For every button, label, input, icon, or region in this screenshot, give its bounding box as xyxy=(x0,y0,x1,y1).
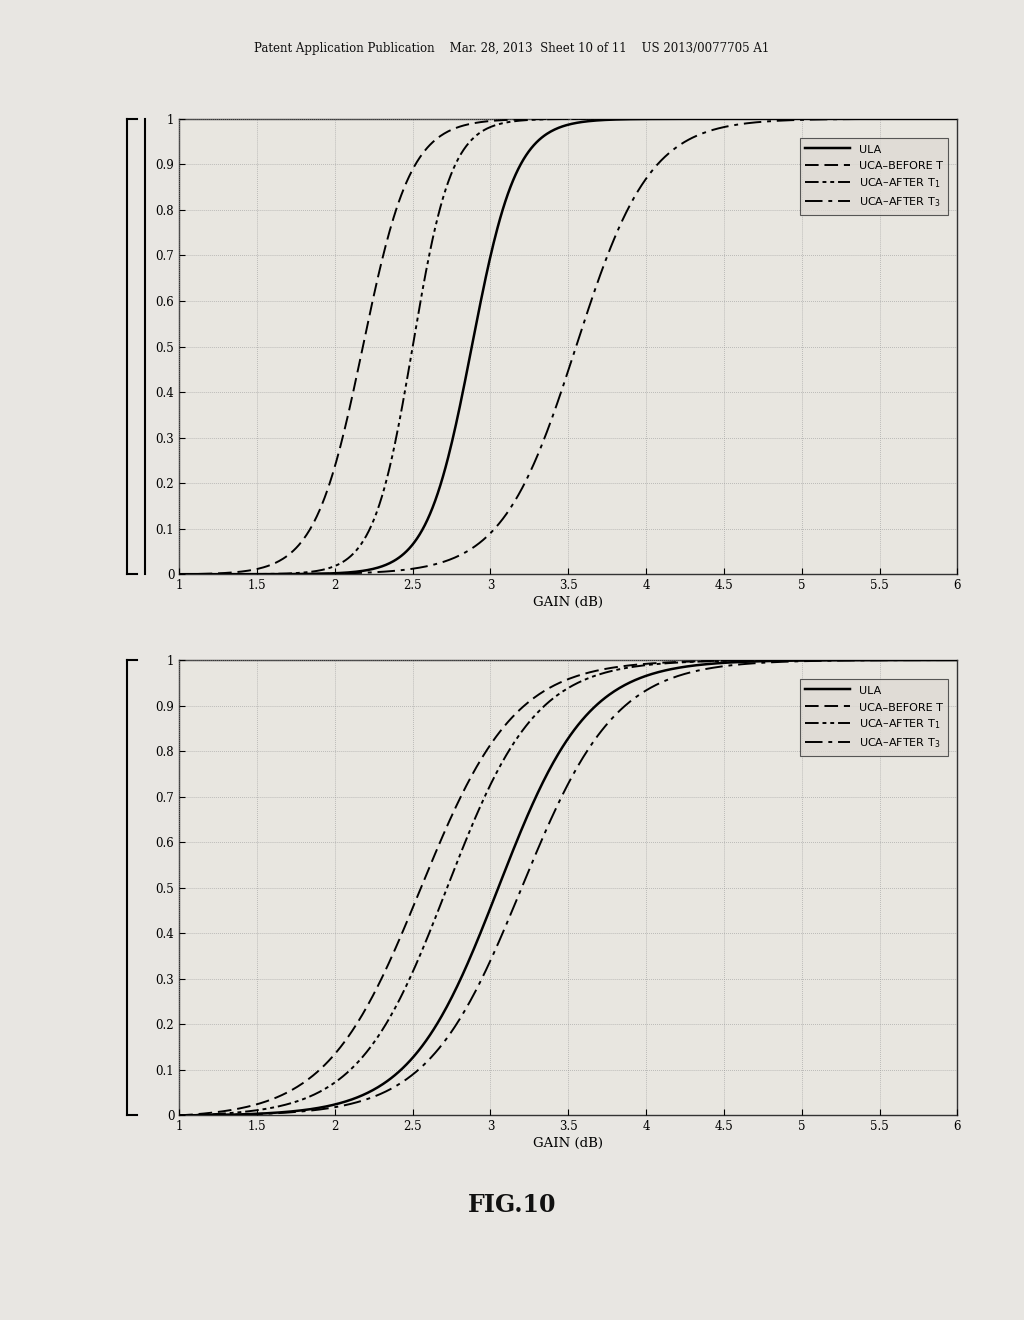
X-axis label: GAIN (dB): GAIN (dB) xyxy=(534,1138,603,1151)
Legend: ULA, UCA–BEFORE T, UCA–AFTER T$_1$, UCA–AFTER T$_3$: ULA, UCA–BEFORE T, UCA–AFTER T$_1$, UCA–… xyxy=(800,139,948,215)
Legend: ULA, UCA–BEFORE T, UCA–AFTER T$_1$, UCA–AFTER T$_3$: ULA, UCA–BEFORE T, UCA–AFTER T$_1$, UCA–… xyxy=(800,680,948,756)
Text: FIG.10: FIG.10 xyxy=(468,1193,556,1217)
X-axis label: GAIN (dB): GAIN (dB) xyxy=(534,597,603,610)
Text: Patent Application Publication    Mar. 28, 2013  Sheet 10 of 11    US 2013/00777: Patent Application Publication Mar. 28, … xyxy=(254,42,770,55)
